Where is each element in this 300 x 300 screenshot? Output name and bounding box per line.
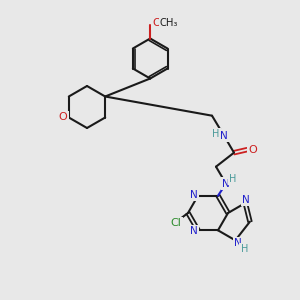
Text: N: N (234, 238, 242, 248)
Text: H: H (212, 129, 220, 139)
Text: Cl: Cl (171, 218, 182, 228)
Text: CH₃: CH₃ (160, 19, 178, 28)
Text: H: H (241, 244, 248, 254)
Text: H: H (229, 174, 237, 184)
Text: O: O (58, 112, 67, 122)
Text: O: O (153, 19, 162, 28)
Text: N: N (242, 195, 250, 205)
Text: N: N (220, 131, 228, 141)
Text: O: O (249, 145, 257, 155)
Text: N: N (190, 190, 198, 200)
Text: N: N (222, 179, 230, 189)
Text: N: N (190, 226, 198, 236)
